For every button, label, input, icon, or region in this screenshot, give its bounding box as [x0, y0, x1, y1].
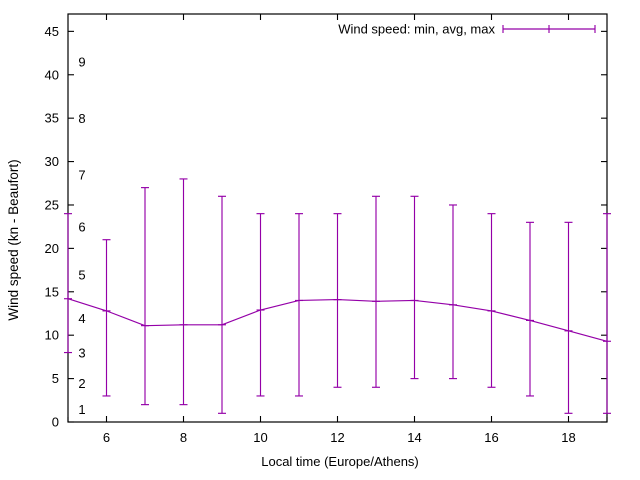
y-tick-label: 35	[45, 111, 59, 126]
y-tick-label: 0	[52, 415, 59, 430]
avg-line	[67, 298, 608, 342]
x-tick-label: 18	[561, 430, 575, 445]
y-tick-label: 20	[45, 241, 59, 256]
beaufort-label: 9	[78, 55, 85, 70]
beaufort-label: 3	[78, 346, 85, 361]
beaufort-label: 4	[78, 311, 85, 326]
y-tick-label: 25	[45, 197, 59, 212]
beaufort-label: 7	[78, 168, 85, 183]
beaufort-label: 2	[78, 376, 85, 391]
legend: Wind speed: min, avg, max	[338, 22, 596, 37]
data-series-errorbars	[64, 178, 611, 414]
x-axis-ticks: 6 8 10 12 14 16 18	[67, 14, 608, 445]
errorbar	[526, 221, 534, 397]
x-tick-label: 6	[103, 430, 110, 445]
x-tick-label: 10	[253, 430, 267, 445]
x-tick-label: 14	[407, 430, 421, 445]
y-tick-label: 45	[45, 24, 59, 39]
x-tick-label: 8	[180, 430, 187, 445]
x-tick-label: 16	[484, 430, 498, 445]
x-axis-title: Local time (Europe/Athens)	[261, 454, 419, 469]
errorbar	[102, 239, 111, 397]
y-tick-label: 5	[52, 371, 59, 386]
legend-label: Wind speed: min, avg, max	[338, 22, 495, 37]
y-tick-label: 40	[45, 67, 59, 82]
x-tick-label: 12	[330, 430, 344, 445]
beaufort-scale-labels: 1 2 3 4 5 6 7 8 9	[78, 55, 85, 417]
beaufort-label: 6	[78, 220, 85, 235]
y-tick-label: 30	[45, 154, 59, 169]
beaufort-label: 1	[78, 402, 85, 417]
beaufort-label: 5	[78, 267, 85, 282]
beaufort-label: 8	[78, 111, 85, 126]
y-tick-label: 15	[45, 284, 59, 299]
y-axis-title: Wind speed (kn - Beaufort)	[6, 159, 21, 320]
y-tick-label: 10	[45, 328, 59, 343]
